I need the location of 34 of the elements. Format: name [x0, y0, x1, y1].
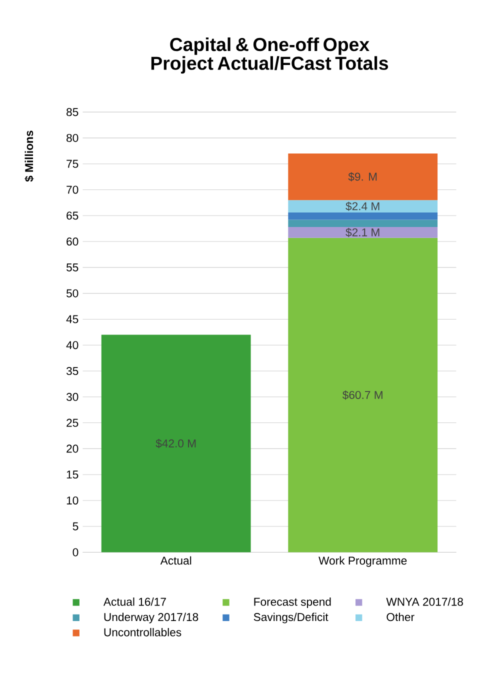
x-tick-label: Actual — [160, 556, 191, 565]
y-tick-label: 20 — [66, 444, 78, 453]
y-tick-label: 55 — [66, 263, 78, 272]
legend-label: Actual 16/17 — [103, 597, 166, 606]
legend-label: Savings/Deficit — [254, 612, 328, 624]
data-label: $2.4 M — [346, 202, 380, 211]
y-tick-label: 15 — [66, 470, 78, 479]
data-label: $60.7 M — [342, 390, 382, 400]
legend-label: Forecast spend — [254, 597, 331, 608]
y-tick-label: 25 — [66, 418, 78, 427]
y-tick-label: 65 — [66, 212, 78, 220]
y-tick-label: 80 — [66, 134, 78, 142]
data-label: $9. M — [348, 172, 377, 182]
legend-label: Other — [386, 612, 414, 622]
legend-label: Underway 2017/18 — [104, 612, 198, 624]
y-tick-label: 70 — [66, 186, 78, 194]
x-tick-label: Work Programme — [318, 556, 407, 567]
legend-label: WNYA 2017/18 — [386, 597, 463, 606]
y-axis-title: $ Millions — [24, 130, 34, 182]
data-label: $2.1 M — [346, 228, 380, 238]
y-tick-label: 85 — [66, 108, 78, 116]
legend-label: Uncontrollables — [104, 628, 182, 636]
y-tick-label: 5 — [72, 522, 78, 530]
chart-title: Capital & One-off Opex Project Actual/FCast Totals — [151, 37, 388, 74]
y-tick-label: 35 — [66, 367, 78, 376]
y-tick-label: 10 — [66, 496, 78, 504]
data-label: $42.0 M — [156, 438, 196, 448]
y-tick-label: 45 — [66, 315, 78, 324]
y-tick-label: 30 — [66, 392, 78, 401]
y-tick-label: 75 — [66, 160, 78, 168]
y-tick-label: 40 — [66, 341, 78, 350]
y-tick-label: 0 — [72, 548, 78, 556]
y-tick-label: 50 — [66, 289, 78, 298]
y-tick-label: 60 — [66, 238, 78, 246]
